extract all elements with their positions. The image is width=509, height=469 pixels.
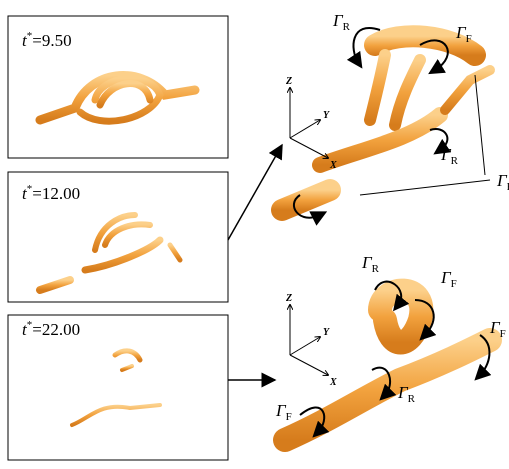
axis-arrow — [290, 138, 328, 158]
axis-label: X — [329, 160, 337, 171]
circulation-label: ΓF — [440, 268, 457, 290]
time-value: =22.00 — [32, 320, 80, 339]
axis-label: Y — [323, 110, 330, 121]
axis-label: Z — [285, 76, 292, 87]
circulation-label: ΓR — [361, 253, 380, 275]
circulation-sub: F — [451, 278, 457, 290]
circulation-sub: R — [451, 155, 459, 167]
circulation-sub: F — [466, 33, 472, 45]
circulation-sub: R — [408, 393, 416, 405]
axis-arrow — [290, 120, 320, 138]
circulation-label: ΓR — [440, 145, 459, 167]
figure: t*=9.50t*=12.00t*=22.00ZYXΓRΓFΓRΓFZYXΓRΓ… — [0, 0, 509, 469]
axis-arrow — [290, 337, 320, 355]
axis-label: X — [329, 377, 337, 388]
vortex-render — [285, 282, 490, 440]
circulation-label: ΓF — [489, 318, 506, 340]
circulation-sub: R — [372, 263, 380, 275]
vortex-render — [282, 28, 490, 218]
circulation-label: ΓF — [496, 171, 509, 193]
circulation-label: ΓF — [455, 23, 472, 45]
axis-label: Z — [285, 293, 292, 304]
connector-arrow — [228, 145, 282, 240]
time-value: =9.50 — [32, 31, 71, 50]
circulation-sub: F — [500, 328, 506, 340]
circulation-sub: R — [343, 21, 351, 33]
circulation-label: ΓR — [332, 11, 351, 33]
time-value: =12.00 — [32, 184, 80, 203]
pointer-line — [475, 75, 485, 175]
circulation-sub: F — [286, 411, 292, 423]
axis-arrow — [290, 355, 328, 375]
axis-label: Y — [323, 327, 330, 338]
circulation-label: ΓF — [275, 401, 292, 423]
pointer-line — [360, 180, 490, 195]
